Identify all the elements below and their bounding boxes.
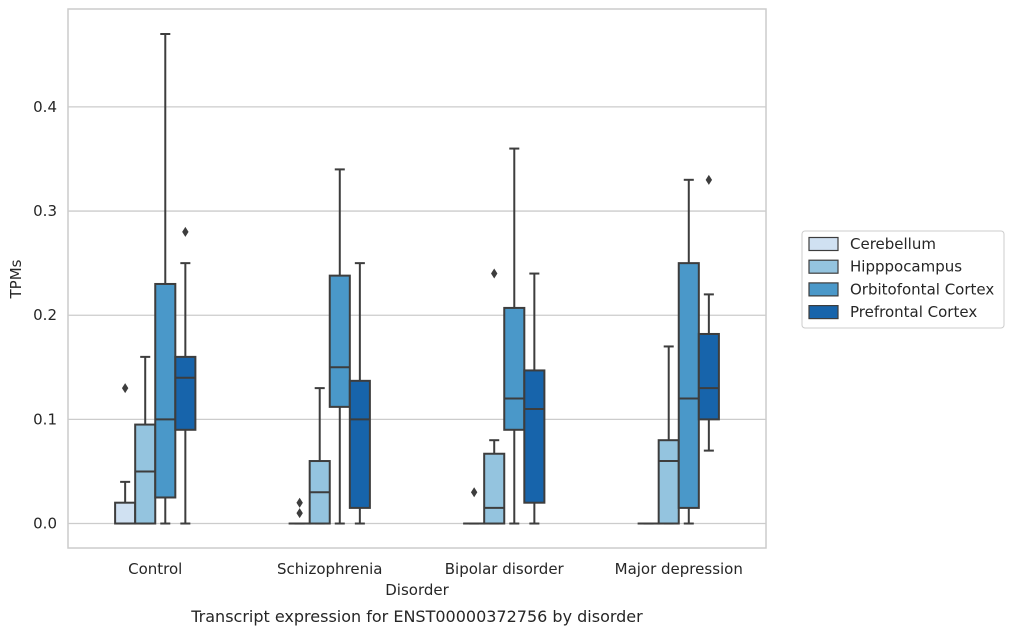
- x-axis-label: Disorder: [385, 581, 449, 599]
- y-tick-label: 0.0: [33, 515, 57, 533]
- y-tick-label: 0.4: [33, 98, 57, 116]
- outlier-point: [182, 226, 189, 237]
- legend-label: Orbitofontal Cortex: [850, 280, 994, 298]
- y-tick-label: 0.3: [33, 202, 57, 220]
- y-tick-label: 0.1: [33, 410, 57, 428]
- box-orbitofontal-cortex: [503, 147, 526, 525]
- outlier-point: [121, 383, 129, 394]
- box-orbitofontal-cortex: [677, 178, 700, 525]
- legend-swatch: [808, 236, 839, 252]
- outlier-point: [296, 497, 303, 508]
- box-cerebellum: [114, 383, 137, 525]
- legend-label: Cerebellum: [850, 235, 936, 253]
- box-iqr: [154, 282, 177, 499]
- box-iqr: [503, 306, 526, 431]
- legend-swatch: [808, 282, 839, 297]
- box-iqr: [348, 379, 371, 509]
- box-cerebellum: [463, 487, 486, 525]
- x-tick-label: Bipolar disorder: [445, 560, 565, 578]
- x-tick-label: Schizophrenia: [277, 560, 382, 578]
- x-tick-label: Control: [128, 560, 182, 578]
- legend-label: Prefrontal Cortex: [850, 303, 977, 321]
- outlier-point: [470, 487, 478, 498]
- outlier-point: [296, 508, 303, 519]
- box-hipppocampus: [134, 355, 157, 525]
- box-iqr: [657, 439, 680, 525]
- outlier-point: [491, 268, 498, 279]
- box-iqr: [114, 501, 137, 525]
- x-tick-labels: Control Schizophrenia Bipolar disorder Majo…: [128, 560, 743, 578]
- plot-frame: [67, 8, 767, 549]
- legend-swatch: [808, 305, 839, 320]
- chart-caption: Transcript expression for ENST0000037275…: [190, 607, 643, 626]
- box-iqr: [523, 369, 546, 504]
- legend-label: Hipppocampus: [850, 258, 962, 276]
- box-hipppocampus: [483, 268, 506, 525]
- box-prefrontal-cortex: [697, 174, 720, 452]
- box-prefrontal-cortex: [174, 226, 197, 525]
- box-cerebellum: [288, 497, 311, 525]
- legend: Cerebellum Hipppocampus Orbitofontal Corte…: [801, 230, 1005, 329]
- box-prefrontal-cortex: [523, 272, 546, 525]
- box-hipppocampus: [657, 345, 680, 525]
- y-tick-label: 0.2: [33, 306, 57, 324]
- box-orbitofontal-cortex: [328, 168, 351, 525]
- box-hipppocampus: [308, 387, 331, 525]
- y-axis-label: TPMs: [7, 259, 25, 299]
- box-iqr: [174, 355, 197, 431]
- legend-frame: [801, 230, 1005, 329]
- box-iqr: [134, 423, 157, 525]
- box-iqr: [697, 332, 720, 421]
- box-series: [114, 32, 720, 525]
- y-tick-labels: 0.0 0.1 0.2 0.3 0.4: [33, 98, 57, 533]
- box-iqr: [328, 274, 351, 408]
- x-tick-label: Major depression: [615, 560, 743, 578]
- legend-swatch: [808, 259, 839, 274]
- box-iqr: [677, 262, 700, 509]
- outlier-point: [705, 174, 713, 185]
- box-prefrontal-cortex: [348, 262, 371, 525]
- box-iqr: [483, 452, 506, 525]
